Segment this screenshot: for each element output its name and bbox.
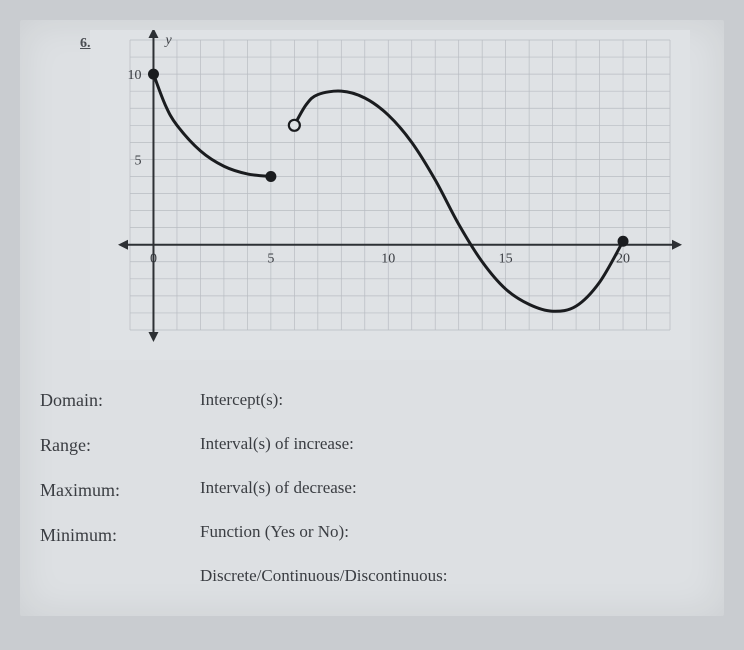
prompt-columns: Domain:Range:Maximum:Minimum: Intercept(… bbox=[50, 390, 704, 586]
svg-text:15: 15 bbox=[499, 252, 513, 267]
prompt-label: Minimum: bbox=[40, 525, 120, 546]
chart-container: 6. 05101520510y bbox=[90, 30, 704, 360]
svg-text:10: 10 bbox=[127, 68, 141, 83]
prompt-label: Intercept(s): bbox=[200, 390, 447, 410]
question-number: 6. bbox=[80, 36, 91, 52]
prompt-label: Maximum: bbox=[40, 480, 120, 501]
left-column: Domain: Range: Maximum: Minimum: bbox=[40, 390, 120, 586]
prompt-label: Discrete/Continuous/Discontinuous: bbox=[200, 566, 447, 586]
prompt-label: Interval(s) of decrease: bbox=[200, 478, 447, 498]
svg-text:y: y bbox=[163, 33, 172, 48]
svg-text:5: 5 bbox=[267, 252, 274, 267]
prompt-label: Domain: bbox=[40, 390, 120, 411]
function-graph: 0 5 10 15 20 5 10 y bbox=[90, 30, 690, 360]
svg-text:5: 5 bbox=[134, 153, 141, 168]
prompt-label: Range: bbox=[40, 435, 120, 456]
svg-text:10: 10 bbox=[381, 252, 395, 267]
prompt-label: Interval(s) of increase: bbox=[200, 434, 447, 454]
prompt-label: Function (Yes or No): bbox=[200, 522, 447, 542]
right-column: Intercept(s): Interval(s) of increase: Int… bbox=[200, 390, 447, 586]
svg-text:20: 20 bbox=[616, 252, 630, 267]
svg-text:0: 0 bbox=[150, 252, 157, 267]
worksheet-page: 6. 05101520510y Domain:Range:Maximum:Min… bbox=[20, 20, 724, 616]
